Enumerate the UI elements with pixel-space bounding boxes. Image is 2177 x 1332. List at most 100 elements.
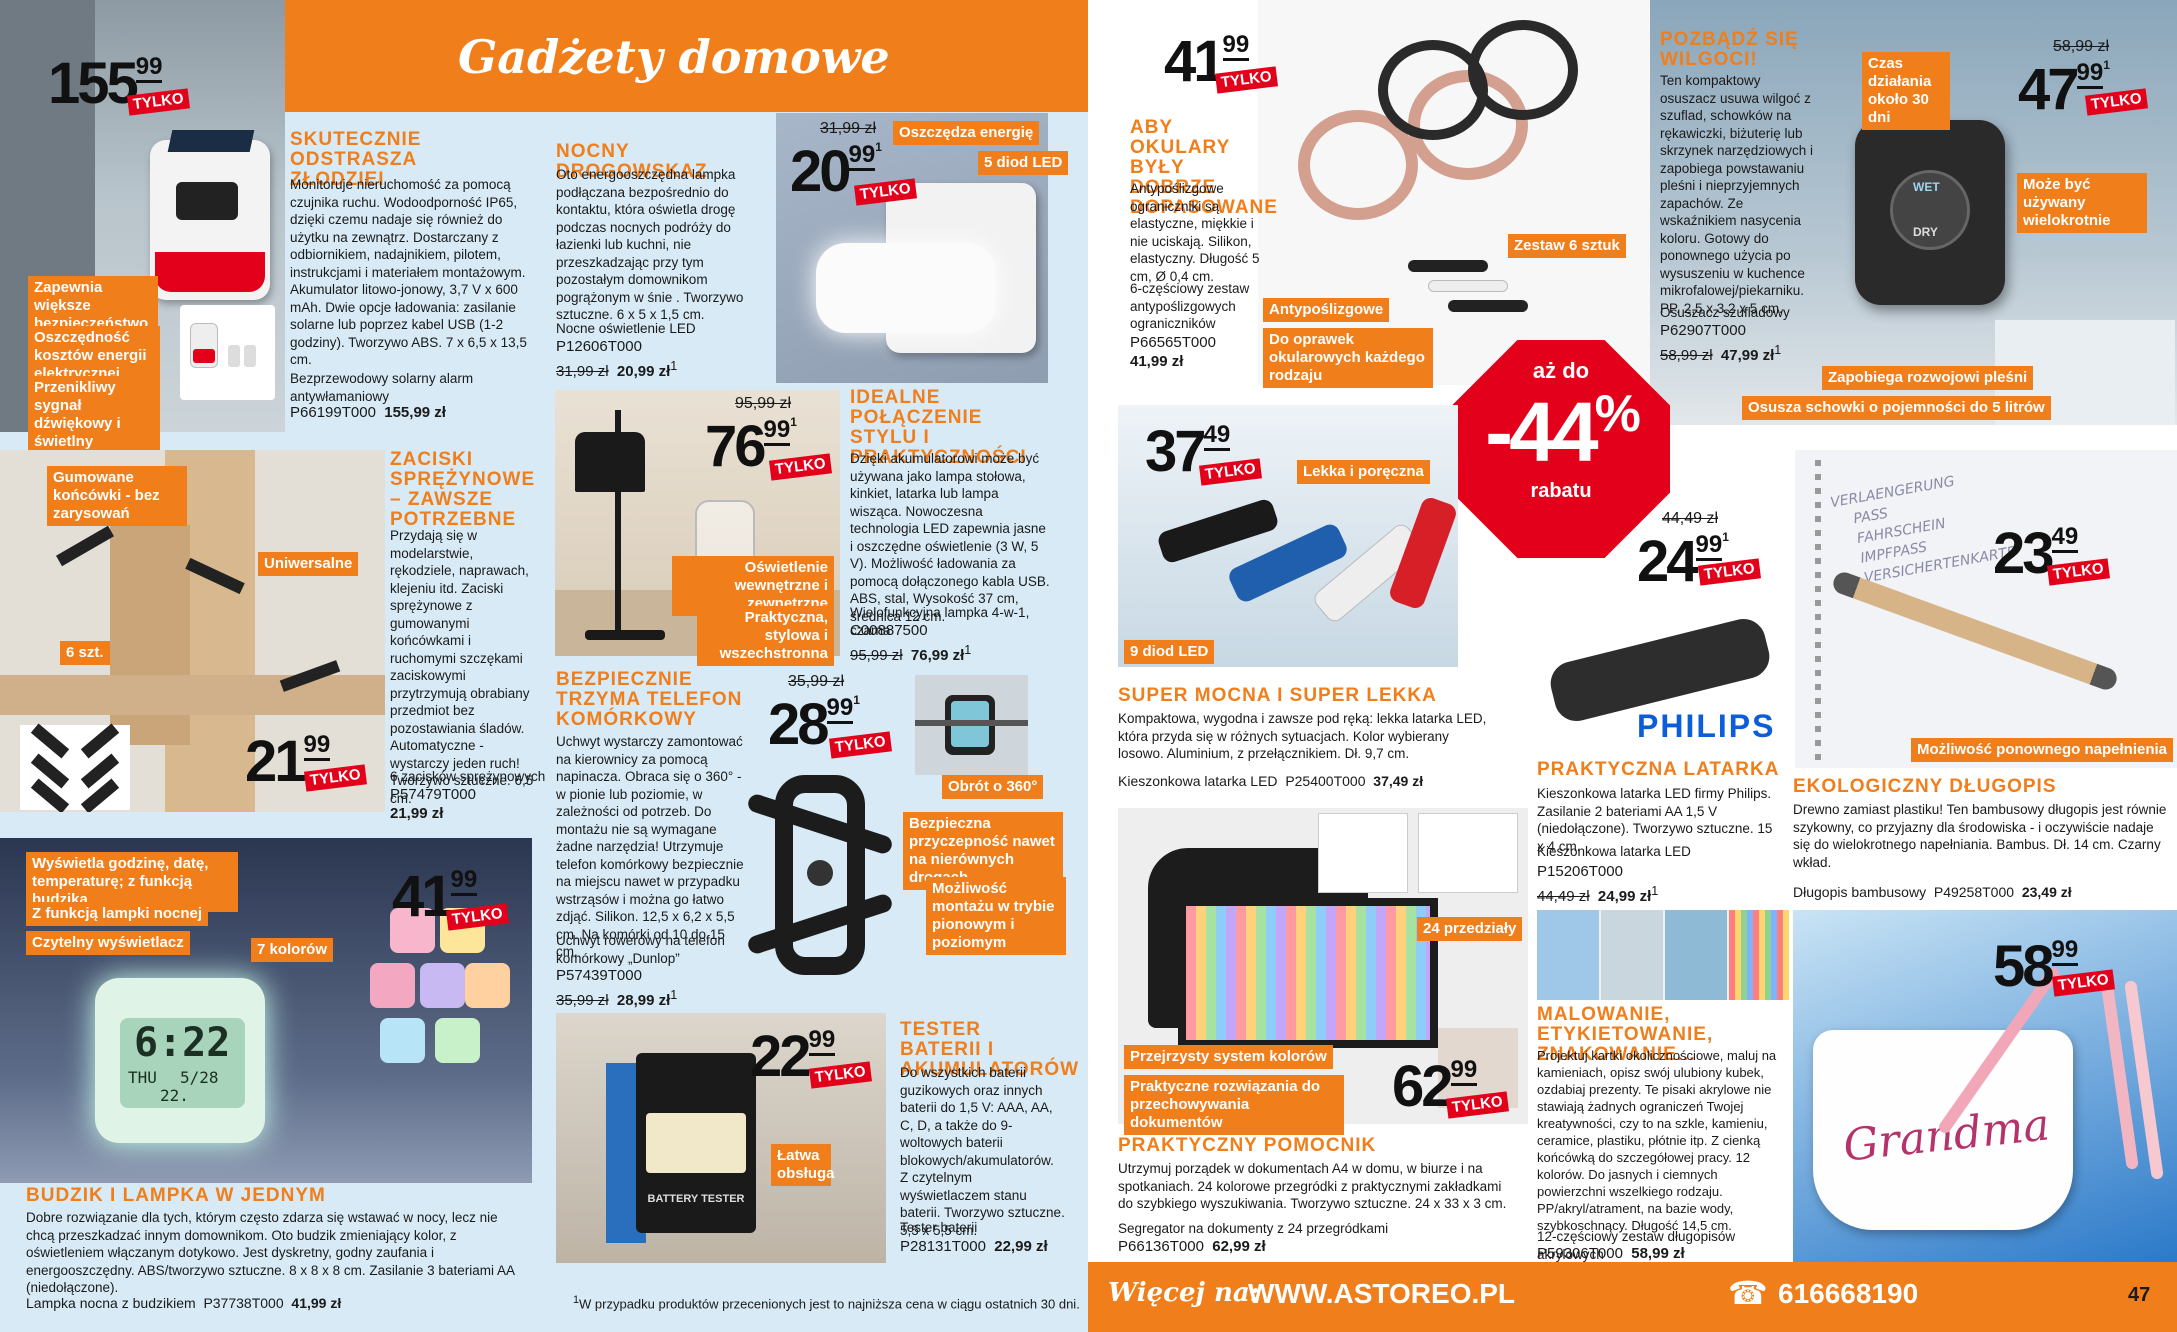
- label-glasses-2: Do oprawek okularowych każdego rodzaju: [1263, 328, 1433, 388]
- desc-dehumidifier: Ten kompaktowy osuszacz usuwa wilgoć z s…: [1660, 73, 1814, 316]
- heading-phoneholder: BEZPIECZNIE TRZYMA TELEFON KOMÓRKOWY: [556, 669, 743, 730]
- label-lamp-1: Praktyczna, stylowa i wszechstronna: [697, 606, 834, 666]
- solar-alarm-device: [150, 130, 270, 300]
- label-dehumidifier-3: Osusza schowki o pojemności do 5 litrów: [1742, 396, 2051, 420]
- footnote: 1W przypadku produktów przecenionych jes…: [573, 1294, 1080, 1312]
- name-tester: Tester baterii: [900, 1220, 978, 1235]
- desc-pen: Drewno zamiast plastiku! Ten bambusowy d…: [1793, 802, 2167, 870]
- price-tag-markers: 5899 TYLKO: [1993, 935, 2115, 999]
- name-markers: 12-częściowy zestaw długopisów akrylowyc…: [1537, 1229, 1736, 1262]
- clock-day: THU: [128, 1068, 157, 1087]
- name-philips: Kieszonkowa latarka LED: [1537, 844, 1691, 859]
- price-tag-nightlight: 31,99 zł 20991 TYLKO: [790, 120, 917, 206]
- heading-organizer: PRAKTYCZNY POMOCNIK: [1118, 1135, 1377, 1156]
- footer-website[interactable]: WWW.ASTOREO.PL: [1248, 1278, 1516, 1309]
- phone-holder-device: [745, 775, 895, 975]
- label-clock-3: 7 kolorów: [251, 938, 334, 962]
- label-organizer-1: Przejrzysty system kolorów: [1124, 1045, 1333, 1069]
- clock-time: 6:22: [134, 1020, 231, 1066]
- label-glasses-1: Antypoślizgowe: [1263, 298, 1390, 322]
- heading-markers: MALOWANIE, ETYKIETOWANIE, ZNAKOWANIE...: [1537, 1004, 1714, 1065]
- footer-more-label: Więcej na:: [1108, 1278, 1260, 1308]
- code-pen: Długopis bambusowy P49258T000 23,49 zł: [1793, 884, 2072, 900]
- code-alarm: P66199T000 155,99 zł: [290, 404, 446, 421]
- desc-glasses: Antypoślizgowe ograniczniki są elastyczn…: [1130, 181, 1260, 284]
- label-flashlights-1: 9 diod LED: [1124, 640, 1215, 664]
- price-tag-flashlights: 3749 TYLKO: [1145, 420, 1262, 486]
- label-dehumidifier-2: Zapobiega rozwojowi pleśni: [1822, 366, 2034, 390]
- label-flashlights-0: Lekka i poręczna: [1297, 460, 1430, 484]
- promo-badge: aż do -44% rabatu: [1452, 340, 1670, 558]
- heading-pen: EKOLOGICZNY DŁUGOPIS: [1793, 776, 2057, 797]
- code-clamps: P57479T000: [390, 786, 476, 803]
- heading-clock: BUDZIK I LAMPKA W JEDNYM: [26, 1185, 326, 1206]
- heading-alarm: SKUTECZNIE ODSTRASZA ZŁODZIEI: [290, 129, 422, 190]
- price-phoneholder: 35,99 zł 28,99 zł1: [556, 988, 678, 1009]
- name-nightlight: Nocne oświetlenie LED: [556, 321, 696, 336]
- page-title: Gadżety domowe: [458, 30, 890, 84]
- desc-nightlight: Oto energooszczędna lampka podłączana be…: [556, 167, 744, 322]
- price-nightlight: 31,99 zł 20,99 zł1: [556, 359, 678, 380]
- wet-label: WET: [1913, 180, 1940, 194]
- heading-dehumidifier: POZBĄDŹ SIĘ WILGOCI!: [1660, 29, 1799, 70]
- price-tag-tester: 2299 TYLKO: [750, 1025, 872, 1089]
- label-phoneholder-2: Możliwość montażu w trybie pionowym i po…: [926, 877, 1066, 955]
- label-phoneholder-0: Obrót o 360°: [942, 775, 1044, 799]
- price-tag-pen: 2349 TYLKO: [1993, 522, 2110, 586]
- desc-philips: Kieszonkowa latarka LED firmy Philips. Z…: [1537, 786, 1773, 854]
- label-organizer-0: 24 przedziały: [1417, 917, 1523, 941]
- footer-phone[interactable]: 616668190: [1778, 1278, 1919, 1309]
- desc-tester: Do wszystkich baterii guzikowych oraz in…: [900, 1065, 1065, 1238]
- price-lamp: 95,99 zł 76,99 zł1: [850, 643, 972, 664]
- heading-tester: TESTER BATERII I AKUMULATORÓW: [900, 1019, 1080, 1080]
- pen-photo: VERLAENGERUNG PASS FAHRSCHEIN IMPFPASS V…: [1795, 450, 2177, 768]
- footer: Więcej na: WWW.ASTOREO.PL ☎ 616668190 47: [1088, 1262, 2177, 1332]
- desc-flashlights: Kompaktowa, wygodna i zawsze pod ręką: l…: [1118, 711, 1487, 761]
- heading-lamp: IDEALNE POŁĄCZENIE STYLU I PRAKTYCZNOŚCI: [850, 387, 1027, 468]
- clock-cube: 6:22 THU 5/28 22.: [95, 978, 265, 1143]
- label-clamps-0: Gumowane końcówki - bez zarysowań: [47, 466, 187, 526]
- code-dehumidifier: P62907T000: [1660, 322, 1746, 339]
- label-clock-1: Z funkcją lampki nocnej: [26, 902, 209, 926]
- label-glasses-0: Zestaw 6 sztuk: [1508, 234, 1626, 258]
- desc-clock: Dobre rozwiązanie dla tych, którym częst…: [26, 1210, 515, 1295]
- phone-icon: ☎: [1728, 1275, 1768, 1311]
- code-philips: P15206T000: [1537, 863, 1623, 880]
- label-alarm-2: Przenikliwy sygnał dźwiękowy i świetlny: [28, 376, 160, 454]
- alarm-photo: [0, 0, 285, 432]
- name-lamp: Wielofunkcyjna lampka 4-w-1, czarna: [850, 605, 1030, 638]
- price-tag-phoneholder: 35,99 zł 28991 TYLKO: [768, 673, 892, 759]
- code-clock: Lampka nocna z budzikiem P37738T000 41,9…: [26, 1295, 342, 1311]
- desc-organizer: Utrzymuj porządek w dokumentach A4 w dom…: [1118, 1161, 1507, 1211]
- name-alarm: Bezprzewodowy solarny alarm antywłamanio…: [290, 371, 474, 404]
- promo-prefix: aż do: [1532, 358, 1590, 383]
- promo-value: -44%: [1485, 385, 1641, 479]
- code-lamp: C00887500: [850, 622, 928, 639]
- clamps-photo: [0, 450, 385, 812]
- label-clamps-1: Uniwersalne: [258, 552, 359, 576]
- organizer-photo: [1118, 808, 1528, 1124]
- label-pen-0: Możliwość ponownego napełnienia: [1911, 738, 2174, 762]
- price-tag-alarm: 15599 TYLKO: [48, 52, 190, 116]
- final-clamps: 21,99 zł: [390, 805, 444, 822]
- label-tester-0: Łatwa obsługa: [771, 1144, 835, 1186]
- dry-label: DRY: [1913, 225, 1938, 239]
- desc-alarm: Monitoruje nieruchomość za pomocą czujni…: [290, 177, 527, 367]
- philips-logo: PHILIPS: [1637, 708, 1776, 744]
- name-phoneholder: Uchwyt rowerowy na telefon komórkowy „Du…: [556, 933, 725, 966]
- code-flashlights: Kieszonkowa latarka LED P25400T000 37,49…: [1118, 773, 1424, 789]
- flashlights-photo: [1118, 405, 1458, 667]
- clock-photo: 6:22 THU 5/28 22.: [0, 838, 532, 1183]
- name-dehumidifier: Osuszacz szufladowy: [1660, 305, 1790, 320]
- desc-markers: Projektuj kartki okolicznościowe, maluj …: [1537, 1048, 1777, 1233]
- page-number: 47: [2128, 1284, 2151, 1306]
- price-tag-clock: 4199 TYLKO: [392, 865, 509, 931]
- price-tag-lamp: 95,99 zł 76991 TYLKO: [705, 395, 832, 481]
- code-phoneholder: P57439T000: [556, 967, 642, 984]
- code-markers: P59306T000 58,99 zł: [1537, 1245, 1685, 1262]
- bike-photo: [915, 675, 1028, 775]
- heading-glasses: ABY OKULARY BYŁY DOBRZE DOPASOWANE: [1130, 117, 1278, 218]
- desc-clamps: Przydają się w modelarstwie, rękodziele,…: [390, 528, 534, 806]
- desc-phoneholder: Uchwyt wystarczy zamontować na kierownic…: [556, 734, 744, 959]
- name-organizer: Segregator na dokumenty z 24 przegródkam…: [1118, 1221, 1389, 1236]
